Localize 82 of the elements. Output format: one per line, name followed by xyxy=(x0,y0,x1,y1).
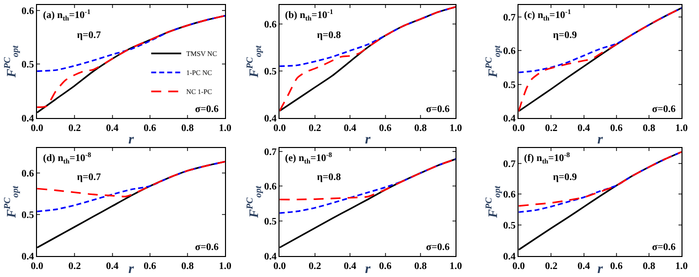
x-tick-label: 0.2 xyxy=(544,123,558,134)
x-tick-label: 0.4 xyxy=(106,123,119,134)
x-axis-title: r xyxy=(128,262,134,277)
x-tick-label: 1.0 xyxy=(218,123,232,134)
annotation: σ=0.6 xyxy=(195,242,219,253)
x-tick-label: 0.0 xyxy=(30,123,44,134)
y-tick-label: 0.6 xyxy=(264,19,277,30)
y-tick-label: 0.6 xyxy=(22,168,34,180)
y-tick-label: 0.5 xyxy=(22,60,34,71)
x-tick-label: 1.0 xyxy=(675,260,688,272)
x-tick-label: 1.0 xyxy=(450,123,462,134)
x-axis-title: r xyxy=(364,132,371,148)
x-tick-label: 0.6 xyxy=(379,260,392,272)
y-tick-label: 0.6 xyxy=(22,6,34,17)
x-tick-label: 0.8 xyxy=(181,260,194,272)
y-tick-label: 0.4 xyxy=(264,114,277,125)
x-tick-label: 0.8 xyxy=(181,123,194,134)
x-tick-label: 0.4 xyxy=(344,260,356,272)
x-tick-label: 0.4 xyxy=(344,123,356,134)
annotation: η=0.8 xyxy=(317,30,341,41)
y-tick-label: 0.5 xyxy=(264,216,277,228)
y-tick-label: 0.4 xyxy=(503,251,516,262)
annotation: σ=0.6 xyxy=(195,104,219,115)
annotation: (f) n$_{th}$=10$^{-8}$ xyxy=(524,151,570,166)
x-tick-label: 0.2 xyxy=(68,123,81,134)
x-tick-label: 0.6 xyxy=(144,260,156,272)
x-tick-label: 0.4 xyxy=(106,260,119,272)
x-tick-label: 0.6 xyxy=(144,123,156,134)
y-tick-label: 0.4 xyxy=(503,114,516,125)
annotation: σ=0.6 xyxy=(426,242,450,253)
annotation: (a) n$_{th}$=10$^{-1}$ xyxy=(43,8,92,22)
annotation: η=0.9 xyxy=(553,172,577,183)
x-tick-label: 1.0 xyxy=(218,260,232,272)
annotation: σ=0.6 xyxy=(652,242,676,253)
y-tick-label: 0.6 xyxy=(264,182,277,193)
y-tick-label: 0.4 xyxy=(22,114,34,125)
x-axis-title: r xyxy=(364,262,371,277)
annotation: σ=0.6 xyxy=(652,104,676,115)
x-axis-title: r xyxy=(128,132,134,148)
x-tick-label: 0.0 xyxy=(30,260,44,272)
x-tick-label: 0.6 xyxy=(379,123,392,134)
y-tick-label: 0.5 xyxy=(264,66,277,78)
x-tick-label: 0.0 xyxy=(512,123,525,134)
x-tick-label: 0.2 xyxy=(544,260,558,272)
y-tick-label: 0.6 xyxy=(503,46,516,58)
annotation: (c) n$_{th}$=10$^{-1}$ xyxy=(524,8,572,22)
x-tick-label: 0.0 xyxy=(273,123,286,134)
y-tick-label: 0.7 xyxy=(503,158,516,170)
x-tick-label: 0.4 xyxy=(578,123,590,134)
annotation: (b) n$_{th}$=10$^{-1}$ xyxy=(285,8,334,22)
x-tick-label: 0.8 xyxy=(414,123,427,134)
y-tick-label: 0.7 xyxy=(264,146,277,158)
x-tick-label: 0.6 xyxy=(610,123,623,134)
line-series xyxy=(518,7,682,74)
y-tick-label: 0.4 xyxy=(22,251,34,262)
x-tick-label: 0.4 xyxy=(578,260,590,272)
annotation: η=0.7 xyxy=(77,30,101,41)
x-tick-label: 0.8 xyxy=(414,260,427,272)
y-tick-label: 0.7 xyxy=(503,12,516,24)
x-tick-label: 0.2 xyxy=(308,260,322,272)
annotation: η=0.7 xyxy=(77,172,101,183)
annotation: σ=0.6 xyxy=(426,104,450,115)
annotation: η=0.9 xyxy=(553,30,577,41)
x-axis-title: r xyxy=(597,132,604,148)
x-tick-label: 0.8 xyxy=(642,260,656,272)
y-tick-label: 0.4 xyxy=(264,251,277,262)
x-tick-label: 0.0 xyxy=(273,260,286,272)
x-tick-label: 0.2 xyxy=(308,123,322,134)
y-tick-label: 0.5 xyxy=(22,210,34,221)
y-tick-label: 0.6 xyxy=(503,190,516,201)
y-tick-label: 0.5 xyxy=(503,220,516,232)
x-axis-title: r xyxy=(597,262,604,277)
y-tick-label: 0.5 xyxy=(503,80,516,91)
annotation: (e) n$_{th}$=10$^{-8}$ xyxy=(285,151,332,166)
x-tick-label: 1.0 xyxy=(450,260,462,272)
x-tick-label: 0.2 xyxy=(68,260,81,272)
annotation: η=0.8 xyxy=(317,172,341,183)
x-tick-label: 0.0 xyxy=(512,260,525,272)
annotation: (d) n$_{th}$=10$^{-8}$ xyxy=(43,151,92,166)
x-tick-label: 0.6 xyxy=(610,260,623,272)
x-tick-label: 0.8 xyxy=(642,123,656,134)
x-tick-label: 1.0 xyxy=(675,123,688,134)
